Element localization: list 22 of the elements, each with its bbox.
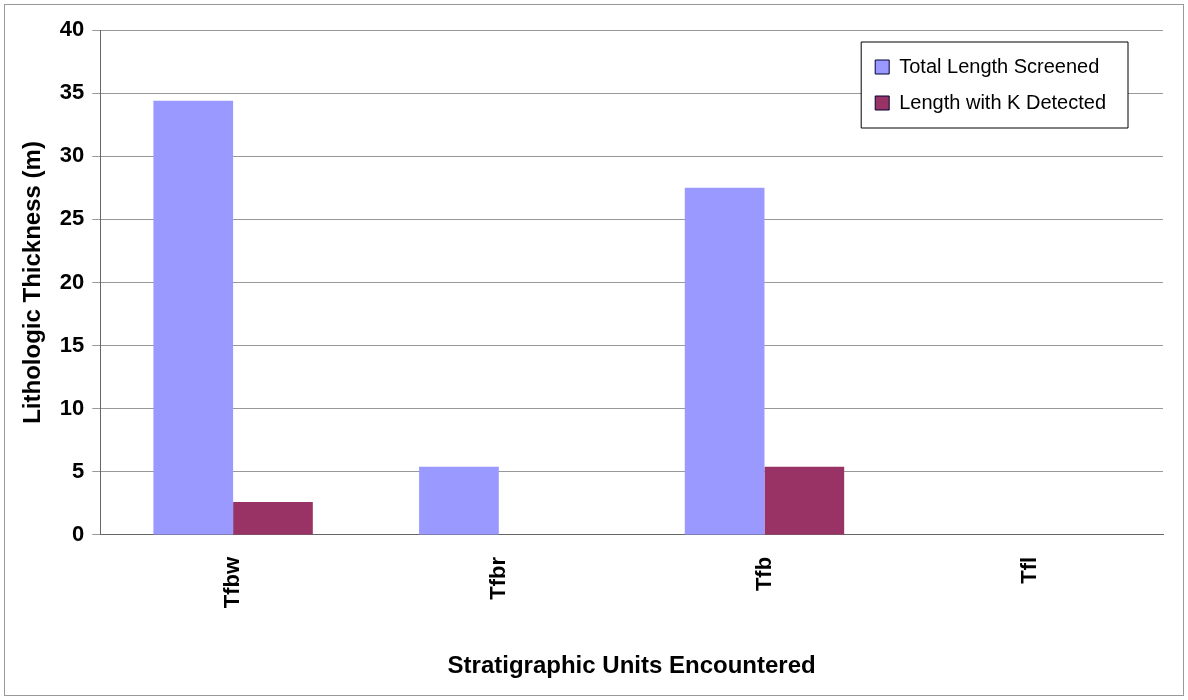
y-tick-label: 0 (72, 520, 85, 546)
x-axis-title: Stratigraphic Units Encountered (447, 651, 816, 679)
bar (233, 502, 313, 535)
bar (153, 100, 234, 535)
legend-label: Total Length Screened (899, 54, 1100, 77)
x-tick-label: Tfbw (219, 556, 245, 609)
y-tick-label: 25 (59, 205, 85, 231)
bar (419, 466, 499, 535)
x-tick-label: Tfb (750, 556, 776, 592)
y-tick-label: 35 (59, 79, 85, 105)
y-tick-label: 40 (59, 16, 85, 42)
y-tick-label: 20 (59, 268, 85, 294)
y-tick-label: 30 (59, 142, 85, 168)
bar (684, 187, 765, 535)
x-tick-label: Tfbr (484, 556, 510, 600)
y-axis-title: Lithologic Thickness (m) (18, 141, 46, 424)
bar (764, 466, 845, 535)
y-tick-label: 10 (59, 394, 85, 420)
x-tick-label: Tfl (1016, 556, 1042, 584)
legend-label: Length with K Detected (899, 90, 1106, 113)
y-tick-label: 15 (59, 331, 85, 357)
y-tick-label: 5 (72, 457, 85, 483)
